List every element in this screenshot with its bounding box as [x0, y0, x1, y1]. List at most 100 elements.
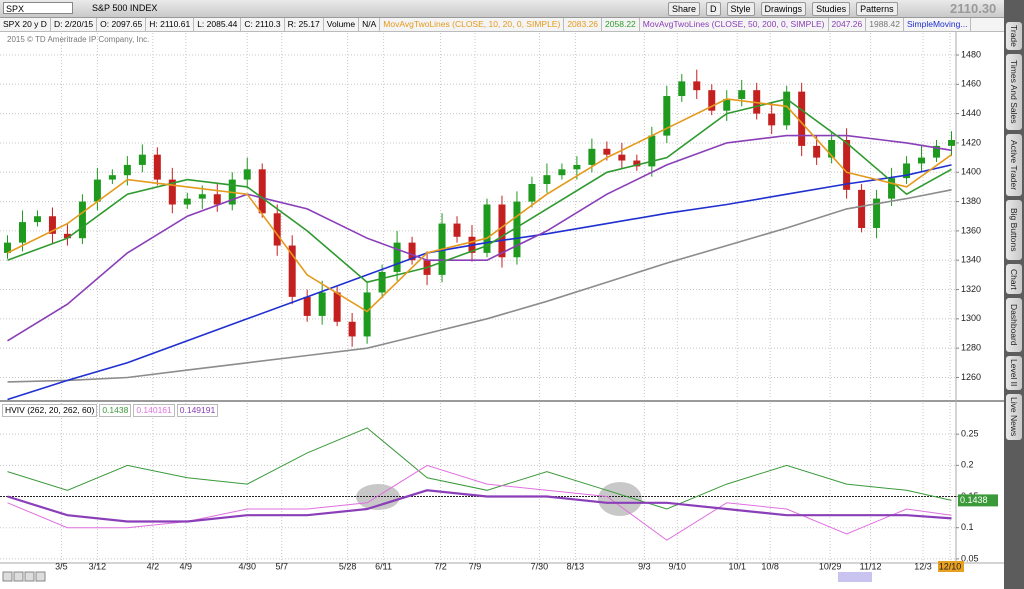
- hviv-legend-value: 0.1438: [99, 404, 132, 417]
- symbol-description: S&P 500 INDEX: [92, 3, 158, 13]
- price-tag: [958, 494, 998, 507]
- candle-body: [888, 178, 896, 199]
- header-item: D: 2/20/15: [51, 18, 98, 31]
- y-tick-label: 0.1: [961, 522, 974, 532]
- sidebar-tab[interactable]: Live News: [1006, 394, 1022, 440]
- y-tick-label: 1320: [961, 284, 981, 294]
- toolbar-button[interactable]: Drawings: [760, 2, 807, 16]
- y-tick-label: 1380: [961, 196, 981, 206]
- candle-body: [243, 169, 251, 180]
- header-item: 1988.42: [866, 18, 904, 31]
- y-tick-label: 1420: [961, 137, 981, 147]
- toolbar-buttons: Share D Style Drawings Studies Patterns: [668, 2, 898, 16]
- x-tick-label: 9/3: [638, 561, 651, 571]
- header-item: Volume: [324, 18, 360, 31]
- candle-body: [288, 245, 296, 297]
- scrollbar[interactable]: [838, 572, 872, 582]
- candle-body: [363, 292, 371, 337]
- candle-body: [78, 201, 86, 239]
- header-item: MovAvgTwoLines (CLOSE, 10, 20, 0, SIMPLE…: [380, 18, 565, 31]
- y-tick-label: 0.2: [961, 460, 974, 470]
- x-tick-label: 5/7: [275, 561, 288, 571]
- candle-body: [708, 90, 716, 111]
- candle-body: [378, 271, 386, 293]
- candle-body: [183, 198, 191, 205]
- candle-body: [3, 242, 11, 253]
- toolbar-button[interactable]: D: [706, 2, 721, 16]
- symbol-input[interactable]: SPX: [3, 2, 73, 14]
- x-tick-label: 12/3: [914, 561, 932, 571]
- x-tick-label: 7/2: [434, 561, 447, 571]
- candle-body: [903, 163, 911, 179]
- y-tick-label: 1360: [961, 225, 981, 235]
- sidebar-tab[interactable]: Chart: [1006, 264, 1022, 294]
- header-item: R: 25.17: [285, 18, 324, 31]
- sidebar: Trade Times And Sales Active Trader Big But…: [1004, 0, 1024, 589]
- hviv-legend-value: 0.149191: [176, 404, 219, 417]
- sidebar-tab[interactable]: Big Buttons: [1006, 200, 1022, 260]
- candle-body: [18, 222, 26, 243]
- header-item: O: 2097.65: [97, 18, 147, 31]
- zoom-buttons[interactable]: [2, 571, 46, 582]
- toolbar-button[interactable]: Studies: [812, 2, 851, 16]
- toolbar-button[interactable]: Share: [668, 2, 701, 16]
- sidebar-tab[interactable]: Trade: [1006, 22, 1022, 50]
- candle-body: [783, 91, 791, 126]
- candle-body: [588, 148, 596, 165]
- candle-body: [633, 160, 641, 167]
- line-series: [7, 98, 952, 313]
- candle-body: [858, 189, 866, 228]
- candle-body: [933, 145, 941, 158]
- x-tick-highlight: [938, 561, 965, 572]
- copyright: 2015 © TD Ameritrade IP Company, Inc.: [7, 35, 150, 44]
- x-tick-label: 6/11: [375, 561, 392, 571]
- x-tick-label: 3/12: [89, 561, 107, 571]
- candle-body: [258, 169, 266, 214]
- sidebar-tab[interactable]: Level II: [1006, 356, 1022, 390]
- candle-body: [453, 223, 461, 237]
- candle-body: [48, 216, 56, 234]
- x-tick-label: 10/29: [819, 561, 842, 571]
- candle-body: [918, 157, 926, 164]
- candle-body: [408, 242, 416, 261]
- candle-body: [168, 179, 176, 205]
- chart-background: [0, 31, 1004, 589]
- x-tick-label: 12/10: [939, 561, 962, 571]
- y-tick-label: 0.05: [961, 553, 979, 563]
- sidebar-tab[interactable]: Dashboard: [1006, 298, 1022, 352]
- y-tick-label: 1460: [961, 79, 981, 89]
- toolbar-button[interactable]: Patterns: [856, 2, 898, 16]
- panel-divider: [0, 400, 1004, 402]
- candle-body: [33, 216, 41, 223]
- candle-body: [648, 135, 656, 167]
- hviv-legend: HVIV (262, 20, 262, 60) 0.1438 0.140161 0.…: [2, 404, 219, 417]
- x-tick-label: 10/1: [728, 561, 746, 571]
- candle-body: [528, 183, 536, 202]
- toolbar-button[interactable]: Style: [726, 2, 755, 16]
- x-tick-label: 4/30: [238, 561, 256, 571]
- candle-body: [798, 91, 806, 146]
- header-item: N/A: [359, 18, 381, 31]
- header-item: 2047.26: [829, 18, 867, 31]
- candle-body: [738, 90, 746, 99]
- header-item: 2058.22: [602, 18, 640, 31]
- candle-body: [513, 201, 521, 258]
- candle-body: [393, 242, 401, 272]
- sidebar-tab[interactable]: Active Trader: [1006, 134, 1022, 196]
- y-tick-label: 1280: [961, 343, 981, 353]
- candle-body: [333, 292, 341, 322]
- candle-body: [498, 204, 506, 258]
- last-price: 2110.30: [950, 1, 997, 16]
- x-tick-label: 3/5: [55, 561, 68, 571]
- x-tick-label: 9/10: [669, 561, 687, 571]
- sidebar-tab[interactable]: Times And Sales: [1006, 54, 1022, 130]
- candle-body: [123, 164, 131, 176]
- candle-body: [273, 213, 281, 246]
- candle-body: [828, 140, 836, 158]
- candle-body: [873, 198, 881, 228]
- candle-body: [318, 292, 326, 316]
- candle-body: [108, 175, 116, 180]
- x-tick-label: 10/8: [761, 561, 779, 571]
